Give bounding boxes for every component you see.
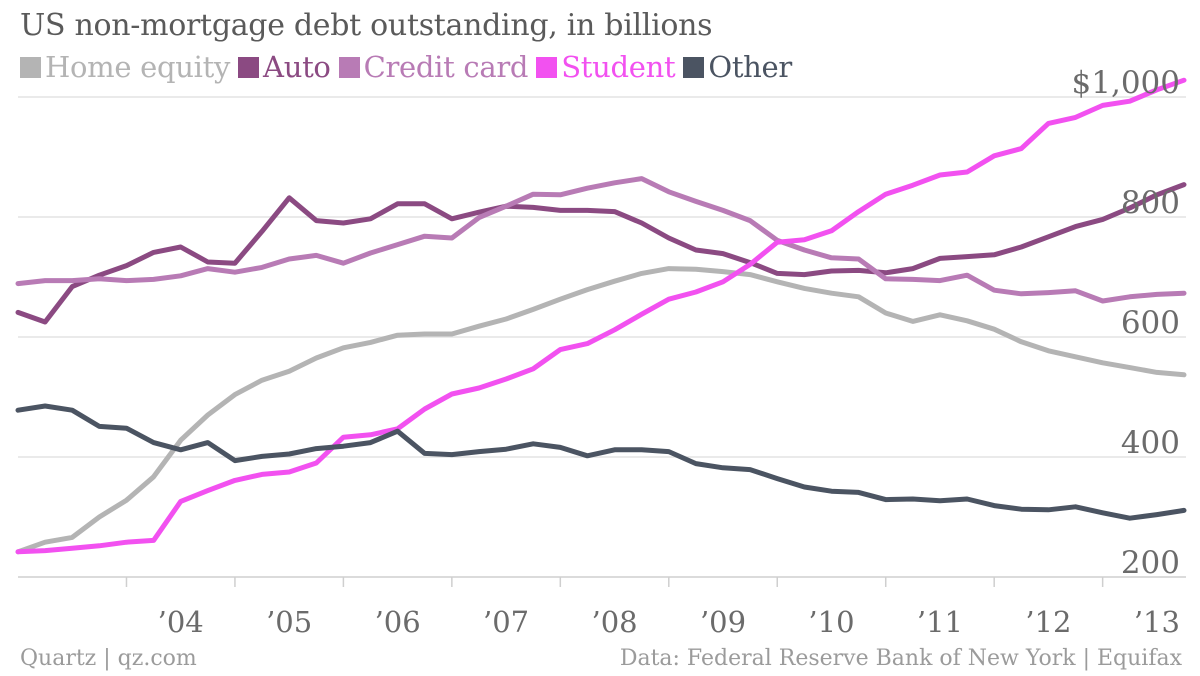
x-tick-label: ’04 xyxy=(158,605,204,639)
y-tick-label: 200 xyxy=(1121,545,1180,581)
x-tick-label: ’12 xyxy=(1025,605,1071,639)
legend-label: Credit card xyxy=(363,50,529,84)
legend-label: Auto xyxy=(263,50,331,84)
series-line-student xyxy=(15,77,1187,555)
data-source-text: Data: Federal Reserve Bank of New York |… xyxy=(619,646,1182,671)
y-tick-label: 800 xyxy=(1121,185,1180,221)
y-tick-label: 400 xyxy=(1121,425,1180,461)
x-tick-label: ’06 xyxy=(375,605,421,639)
series-line-credit-card xyxy=(15,176,1187,304)
x-tick-label: ’11 xyxy=(917,605,963,639)
y-axis-labels: $1,000 800 600 400 200 xyxy=(1072,65,1180,581)
chart-title: US non-mortgage debt outstanding, in bil… xyxy=(20,8,713,43)
x-tick-label: ’05 xyxy=(266,605,312,639)
legend-label: Student xyxy=(561,50,676,84)
legend-item: Auto xyxy=(238,50,331,84)
legend-swatch xyxy=(536,56,558,78)
x-axis-ticks xyxy=(125,577,1104,587)
series-lines xyxy=(15,77,1187,555)
legend-item: Student xyxy=(536,50,676,84)
legend-swatch xyxy=(20,56,41,78)
x-tick-label: ’07 xyxy=(483,605,529,639)
x-tick-label: ’08 xyxy=(591,605,637,639)
legend-item: Credit card xyxy=(338,50,529,84)
legend: Home equity Auto Credit card Student Other xyxy=(20,50,792,84)
credit-text: Quartz | qz.com xyxy=(20,646,197,671)
legend-item: Other xyxy=(683,50,792,84)
legend-swatch xyxy=(238,56,260,78)
x-tick-label: ’09 xyxy=(700,605,746,639)
x-axis-labels: ’04 ’05 ’06 ’07 ’08 ’09 ’10 ’11 ’12 ’13 xyxy=(158,605,1180,639)
legend-label: Home equity xyxy=(45,50,231,84)
x-tick-label: ’10 xyxy=(808,605,854,639)
legend-swatch xyxy=(338,56,360,78)
series-line-other xyxy=(15,403,1187,521)
legend-item: Home equity xyxy=(20,50,230,84)
series-line-home-equity xyxy=(15,266,1187,555)
series-line-auto xyxy=(15,182,1187,325)
legend-label: Other xyxy=(708,50,792,84)
y-tick-label: 600 xyxy=(1121,305,1180,341)
x-tick-label: ’13 xyxy=(1134,605,1180,639)
legend-swatch xyxy=(683,56,705,78)
y-tick-label: $1,000 xyxy=(1072,65,1180,101)
